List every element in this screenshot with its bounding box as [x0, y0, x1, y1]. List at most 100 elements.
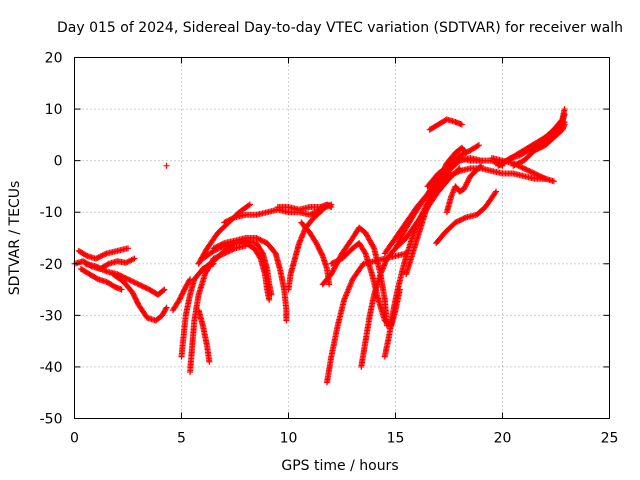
- y-tick-label: -30: [40, 308, 63, 324]
- data-point: [561, 106, 568, 113]
- data-point: [245, 202, 252, 209]
- data-point: [519, 164, 526, 171]
- plot-frame: [74, 57, 610, 419]
- data-point: [455, 158, 462, 165]
- data-point: [131, 255, 138, 262]
- data-point: [516, 159, 523, 166]
- data-point: [361, 249, 368, 256]
- data-point: [96, 265, 103, 272]
- data-point: [530, 169, 537, 176]
- series-12: [195, 201, 253, 267]
- data-point: [122, 274, 129, 281]
- data-point: [95, 264, 102, 271]
- series-9: [187, 242, 249, 376]
- data-point: [475, 142, 482, 149]
- series-27: [426, 116, 465, 133]
- data-point: [98, 253, 105, 260]
- data-points: [71, 106, 568, 386]
- x-tick-label: 10: [280, 431, 298, 447]
- data-point: [258, 237, 265, 244]
- x-axis-label: GPS time / hours: [281, 458, 398, 474]
- data-point: [135, 281, 142, 288]
- data-point: [523, 166, 530, 173]
- data-point: [540, 175, 547, 182]
- data-point: [125, 276, 131, 283]
- data-point: [129, 278, 136, 285]
- data-point: [459, 216, 466, 223]
- data-point: [524, 167, 531, 174]
- data-point: [246, 201, 253, 208]
- data-point: [451, 160, 458, 167]
- x-tick-label: 0: [70, 431, 79, 447]
- data-point: [370, 244, 377, 251]
- data-point: [162, 305, 169, 312]
- data-point: [328, 204, 335, 211]
- series-29: [443, 162, 485, 216]
- data-point: [454, 158, 461, 165]
- data-point: [133, 280, 140, 287]
- data-point: [261, 238, 268, 245]
- data-point: [219, 240, 226, 247]
- data-point: [328, 260, 335, 267]
- y-tick-label: -10: [40, 205, 63, 221]
- data-point: [94, 264, 101, 271]
- data-point: [223, 218, 230, 225]
- series-23: [381, 157, 463, 360]
- x-tick-label: 15: [387, 431, 405, 447]
- data-point: [457, 216, 464, 223]
- data-point: [536, 173, 543, 180]
- data-point: [163, 162, 170, 169]
- data-point: [95, 254, 102, 261]
- data-point: [461, 215, 468, 222]
- data-point: [92, 255, 99, 262]
- data-point: [510, 162, 517, 169]
- data-point: [100, 251, 107, 258]
- series-2: [75, 245, 131, 262]
- data-point: [259, 249, 266, 256]
- data-point: [123, 275, 130, 282]
- data-point: [257, 236, 264, 243]
- y-tick-label: -50: [40, 412, 63, 428]
- data-point: [102, 267, 109, 274]
- y-tick-label: 10: [45, 102, 63, 118]
- data-point: [142, 284, 149, 291]
- data-point: [138, 282, 145, 289]
- data-point: [452, 219, 459, 226]
- data-point: [127, 277, 134, 284]
- x-tick-label: 5: [177, 431, 186, 447]
- data-point: [458, 151, 465, 158]
- data-point: [492, 189, 499, 196]
- series-14: [210, 235, 290, 324]
- data-point: [447, 162, 454, 169]
- data-point: [210, 245, 217, 252]
- data-point: [522, 166, 529, 173]
- data-point: [139, 283, 146, 290]
- data-point: [93, 275, 100, 282]
- y-axis-label: SDTVAR / TECUs: [7, 181, 23, 296]
- data-point: [98, 265, 105, 272]
- data-point: [99, 252, 106, 259]
- data-point: [456, 152, 463, 159]
- series-18: [285, 206, 326, 293]
- data-point: [161, 286, 168, 293]
- data-point: [226, 216, 233, 223]
- data-point: [137, 282, 144, 289]
- data-point: [266, 296, 273, 303]
- series-28: [424, 144, 470, 211]
- axis-ticks: 0 5 10 15 20 25 -50 -40 -30 -20 -10 0 10 20: [40, 51, 619, 447]
- data-point: [229, 215, 236, 222]
- data-point: [163, 304, 170, 311]
- data-point: [134, 280, 141, 287]
- data-point: [126, 276, 133, 283]
- series-7: [169, 276, 194, 314]
- data-point: [493, 188, 500, 195]
- data-point: [528, 169, 535, 176]
- grid: [74, 57, 610, 419]
- data-point: [458, 121, 465, 128]
- data-point: [308, 211, 315, 218]
- series-10: [195, 307, 213, 365]
- data-point: [561, 111, 568, 118]
- data-point: [143, 285, 150, 292]
- data-point: [99, 266, 106, 273]
